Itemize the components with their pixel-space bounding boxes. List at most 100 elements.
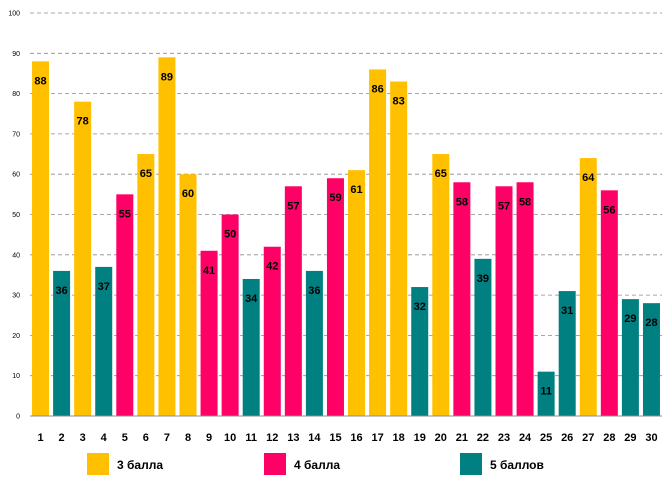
bar-value-label: 29: [624, 313, 636, 325]
bar-27: [579, 158, 597, 416]
y-tick-label: 50: [12, 212, 20, 219]
x-tick-label: 15: [329, 432, 341, 444]
bar-value-label: 61: [350, 184, 362, 196]
bar-value-label: 59: [329, 192, 341, 204]
bar-value-label: 60: [182, 188, 194, 200]
bar-5: [116, 194, 134, 416]
bar-18: [390, 81, 408, 416]
bar-value-label: 50: [224, 229, 236, 241]
legend-swatch: [460, 453, 482, 475]
bar-9: [200, 250, 218, 416]
x-tick-label: 18: [393, 432, 405, 444]
bar-22: [474, 258, 492, 416]
bar-value-label: 57: [498, 200, 510, 212]
bar-23: [495, 186, 513, 416]
bar-value-label: 36: [308, 285, 320, 297]
x-tick-label: 6: [143, 432, 149, 444]
bar-12: [263, 246, 281, 416]
bar-value-label: 86: [371, 83, 383, 95]
x-tick-label: 1: [37, 432, 43, 444]
bar-value-label: 55: [119, 208, 131, 220]
bar-14: [305, 270, 323, 416]
x-tick-label: 3: [80, 432, 86, 444]
bar-value-label: 31: [561, 305, 573, 317]
x-tick-label: 8: [185, 432, 191, 444]
legend: 3 балла 4 балла 5 баллов: [87, 453, 544, 475]
x-tick-label: 23: [498, 432, 510, 444]
x-tick-label: 5: [122, 432, 128, 444]
x-tick-label: 7: [164, 432, 170, 444]
x-tick-label: 12: [266, 432, 278, 444]
y-tick-label: 40: [12, 252, 20, 259]
bar-20: [432, 154, 450, 417]
bar-value-label: 34: [245, 293, 258, 305]
bar-29: [621, 299, 639, 416]
x-tick-label: 30: [645, 432, 657, 444]
x-tick-label: 19: [414, 432, 426, 444]
x-axis-ticks: 1 2 3 4 5 6 7 8 9 10 11 12 13 14 15 16 17 18 19 20 21 22 23 24 2…: [37, 432, 657, 444]
bar-3: [74, 101, 92, 416]
bar-value-label: 78: [77, 116, 89, 128]
x-tick-label: 25: [540, 432, 552, 444]
bar-value-label: 89: [161, 71, 173, 83]
x-tick-label: 17: [371, 432, 383, 444]
bar-value-label: 65: [435, 168, 447, 180]
bars: [32, 57, 660, 417]
bar-value-label: 64: [582, 172, 595, 184]
x-tick-label: 14: [308, 432, 321, 444]
y-tick-label: 70: [12, 131, 20, 138]
bar-15: [326, 178, 344, 416]
bar-13: [284, 186, 302, 416]
legend-swatch: [264, 453, 286, 475]
bar-25: [537, 371, 555, 416]
legend-swatch: [87, 453, 109, 475]
bar-value-label: 11: [540, 386, 552, 398]
grid-layer: [30, 12, 662, 377]
bar-8: [179, 174, 197, 416]
x-tick-label: 22: [477, 432, 489, 444]
bar-value-label: 41: [203, 265, 215, 277]
legend-label: 4 балла: [294, 458, 340, 472]
bar-19: [411, 287, 429, 416]
x-tick-label: 21: [456, 432, 468, 444]
bar-24: [516, 182, 534, 416]
x-tick-label: 28: [603, 432, 615, 444]
bar-value-label: 36: [55, 285, 67, 297]
y-axis-ticks: 0 10 20 30 40 50 60 70 80 90 100: [8, 11, 20, 421]
bar-4: [95, 266, 113, 416]
y-tick-label: 20: [12, 333, 20, 340]
bar-11: [242, 278, 260, 416]
bar-value-label: 32: [414, 301, 426, 313]
x-tick-label: 11: [245, 432, 257, 444]
bar-value-label: 42: [266, 261, 278, 273]
bar-21: [453, 182, 471, 416]
x-tick-label: 26: [561, 432, 573, 444]
bar-7: [158, 57, 176, 417]
x-tick-label: 27: [582, 432, 594, 444]
x-tick-label: 20: [435, 432, 447, 444]
x-tick-label: 2: [59, 432, 65, 444]
bar-6: [137, 154, 155, 417]
bar-value-label: 57: [287, 200, 299, 212]
bar-value-label: 88: [34, 75, 46, 87]
data-labels: 88 36 78 37 55 65 89 60 41 50 34 42 57 36 59 61 86 83 32 65…: [34, 71, 657, 397]
x-tick-label: 24: [519, 432, 532, 444]
bar-value-label: 28: [645, 317, 657, 329]
y-tick-label: 60: [12, 172, 20, 179]
bar-26: [558, 291, 576, 416]
x-tick-label: 13: [287, 432, 299, 444]
bar-value-label: 58: [456, 196, 468, 208]
legend-label: 5 баллов: [490, 458, 544, 472]
bar-28: [600, 190, 618, 416]
bar-value-label: 37: [98, 281, 110, 293]
y-tick-label: 90: [12, 51, 20, 58]
x-tick-label: 16: [350, 432, 362, 444]
bar-16: [348, 170, 366, 416]
bar-value-label: 83: [393, 96, 405, 108]
bar-17: [369, 69, 387, 417]
x-tick-label: 29: [624, 432, 636, 444]
bar-value-label: 58: [519, 196, 531, 208]
bar-value-label: 56: [603, 204, 615, 216]
